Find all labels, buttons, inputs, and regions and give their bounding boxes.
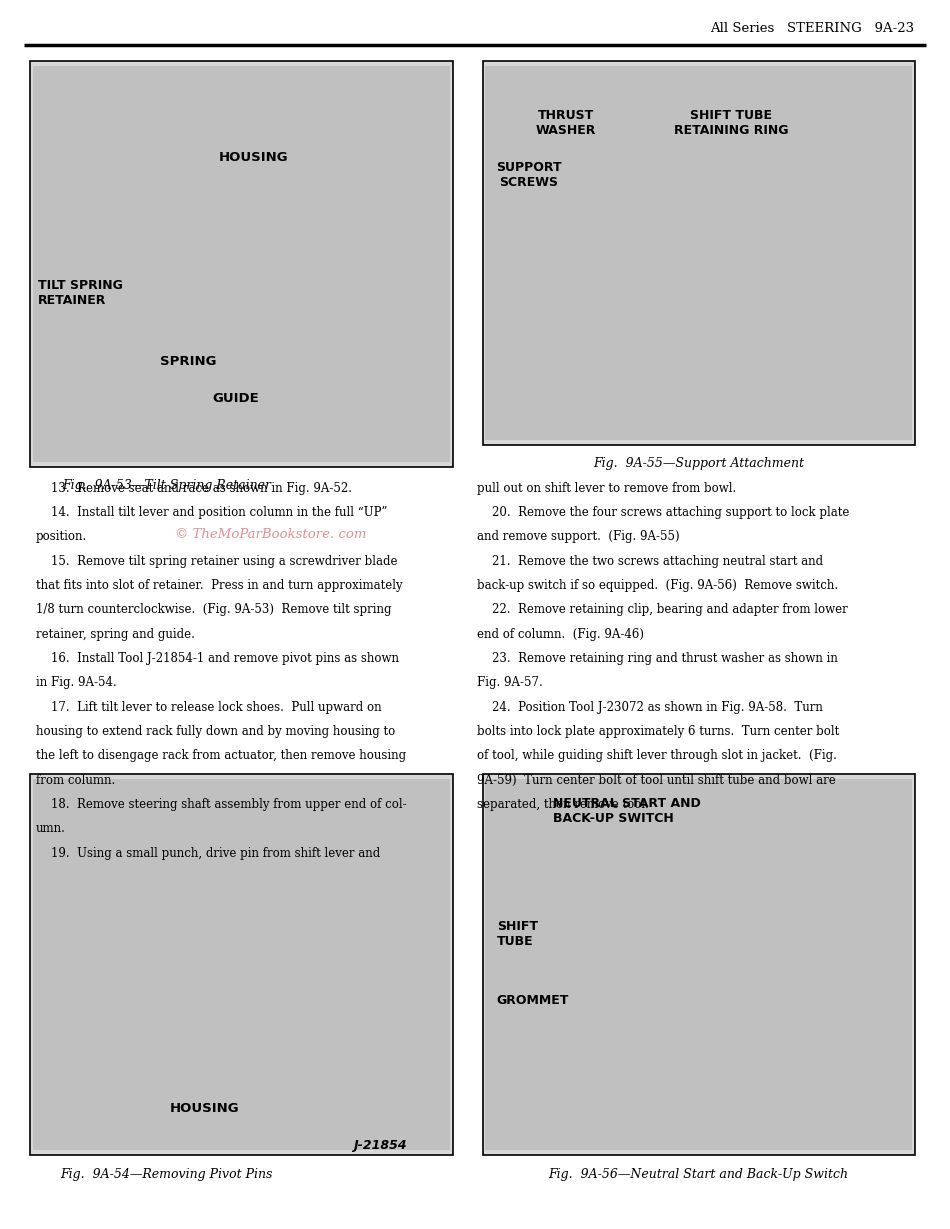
Text: HOUSING: HOUSING (218, 151, 289, 163)
Text: 17.  Lift tilt lever to release lock shoes.  Pull upward on: 17. Lift tilt lever to release lock shoe… (36, 701, 382, 714)
Text: HOUSING: HOUSING (169, 1102, 239, 1115)
Bar (33, 66, 450, 462)
Text: end of column.  (Fig. 9A-46): end of column. (Fig. 9A-46) (477, 628, 644, 640)
Text: SHIFT TUBE
RETAINING RING: SHIFT TUBE RETAINING RING (674, 109, 788, 136)
Text: that fits into slot of retainer.  Press in and turn approximately: that fits into slot of retainer. Press i… (36, 579, 403, 592)
Text: 1/8 turn counterclockwise.  (Fig. 9A-53)  Remove tilt spring: 1/8 turn counterclockwise. (Fig. 9A-53) … (36, 603, 391, 617)
Text: 15.  Remove tilt spring retainer using a screwdriver blade: 15. Remove tilt spring retainer using a … (36, 554, 398, 568)
Text: bolts into lock plate approximately 6 turns.  Turn center bolt: bolts into lock plate approximately 6 tu… (477, 725, 839, 739)
Text: 21.  Remove the two screws attaching neutral start and: 21. Remove the two screws attaching neut… (477, 554, 823, 568)
Text: housing to extend rack fully down and by moving housing to: housing to extend rack fully down and by… (36, 725, 395, 739)
Text: from column.: from column. (36, 774, 115, 787)
Text: the left to disengage rack from actuator, then remove housing: the left to disengage rack from actuator… (36, 750, 407, 762)
Text: 13.  Remove seat and race as shown in Fig. 9A-52.: 13. Remove seat and race as shown in Fig… (36, 482, 352, 495)
Bar (483, 61, 915, 445)
Text: of tool, while guiding shift lever through slot in jacket.  (Fig.: of tool, while guiding shift lever throu… (477, 750, 837, 762)
Text: 16.  Install Tool J-21854-1 and remove pivot pins as shown: 16. Install Tool J-21854-1 and remove pi… (36, 653, 399, 665)
Bar (30, 774, 453, 1155)
Text: SUPPORT
SCREWS: SUPPORT SCREWS (496, 161, 561, 188)
Text: J-21854: J-21854 (353, 1139, 407, 1152)
Text: retainer, spring and guide.: retainer, spring and guide. (36, 628, 195, 640)
Text: 24.  Position Tool J-23072 as shown in Fig. 9A-58.  Turn: 24. Position Tool J-23072 as shown in Fi… (477, 701, 823, 714)
Bar (485, 66, 912, 440)
Text: TILT SPRING
RETAINER: TILT SPRING RETAINER (38, 279, 123, 306)
Text: © TheMoParBookstore. com: © TheMoParBookstore. com (175, 528, 367, 541)
Text: in Fig. 9A-54.: in Fig. 9A-54. (36, 676, 117, 689)
Text: Fig. 9A-57.: Fig. 9A-57. (477, 676, 542, 689)
Text: 19.  Using a small punch, drive pin from shift lever and: 19. Using a small punch, drive pin from … (36, 847, 380, 860)
Text: NEUTRAL START AND
BACK-UP SWITCH: NEUTRAL START AND BACK-UP SWITCH (553, 798, 701, 825)
Text: SPRING: SPRING (160, 355, 217, 367)
Bar (30, 774, 453, 1155)
Text: pull out on shift lever to remove from bowl.: pull out on shift lever to remove from b… (477, 482, 736, 495)
Bar (33, 779, 450, 1150)
Text: Fig.  9A-54—Removing Pivot Pins: Fig. 9A-54—Removing Pivot Pins (60, 1168, 273, 1181)
Text: separated, then remove tool.: separated, then remove tool. (477, 798, 649, 811)
Text: SHIFT
TUBE: SHIFT TUBE (497, 921, 538, 948)
Text: 22.  Remove retaining clip, bearing and adapter from lower: 22. Remove retaining clip, bearing and a… (477, 603, 847, 617)
Text: 9A-59)  Turn center bolt of tool until shift tube and bowl are: 9A-59) Turn center bolt of tool until sh… (477, 774, 836, 787)
Text: 23.  Remove retaining ring and thrust washer as shown in: 23. Remove retaining ring and thrust was… (477, 653, 838, 665)
Bar (483, 774, 915, 1155)
Bar (485, 779, 912, 1150)
Text: 14.  Install tilt lever and position column in the full “UP”: 14. Install tilt lever and position colu… (36, 506, 388, 519)
Text: GUIDE: GUIDE (212, 392, 259, 404)
Text: Fig.  9A-53—Tilt Spring Retainer: Fig. 9A-53—Tilt Spring Retainer (62, 479, 271, 493)
Text: GROMMET: GROMMET (497, 994, 569, 1007)
Text: back-up switch if so equipped.  (Fig. 9A-56)  Remove switch.: back-up switch if so equipped. (Fig. 9A-… (477, 579, 838, 592)
Text: umn.: umn. (36, 822, 66, 836)
Bar (483, 61, 915, 445)
Text: Fig.  9A-55—Support Attachment: Fig. 9A-55—Support Attachment (593, 457, 804, 471)
Bar (30, 61, 453, 467)
Text: 20.  Remove the four screws attaching support to lock plate: 20. Remove the four screws attaching sup… (477, 506, 849, 519)
Text: 18.  Remove steering shaft assembly from upper end of col-: 18. Remove steering shaft assembly from … (36, 798, 407, 811)
Bar (483, 774, 915, 1155)
Bar (30, 61, 453, 467)
Text: Fig.  9A-56—Neutral Start and Back-Up Switch: Fig. 9A-56—Neutral Start and Back-Up Swi… (548, 1168, 848, 1181)
Text: and remove support.  (Fig. 9A-55): and remove support. (Fig. 9A-55) (477, 531, 679, 543)
Text: THRUST
WASHER: THRUST WASHER (536, 109, 597, 136)
Text: position.: position. (36, 531, 87, 543)
Text: All Series   STEERING   9A-23: All Series STEERING 9A-23 (710, 22, 914, 34)
